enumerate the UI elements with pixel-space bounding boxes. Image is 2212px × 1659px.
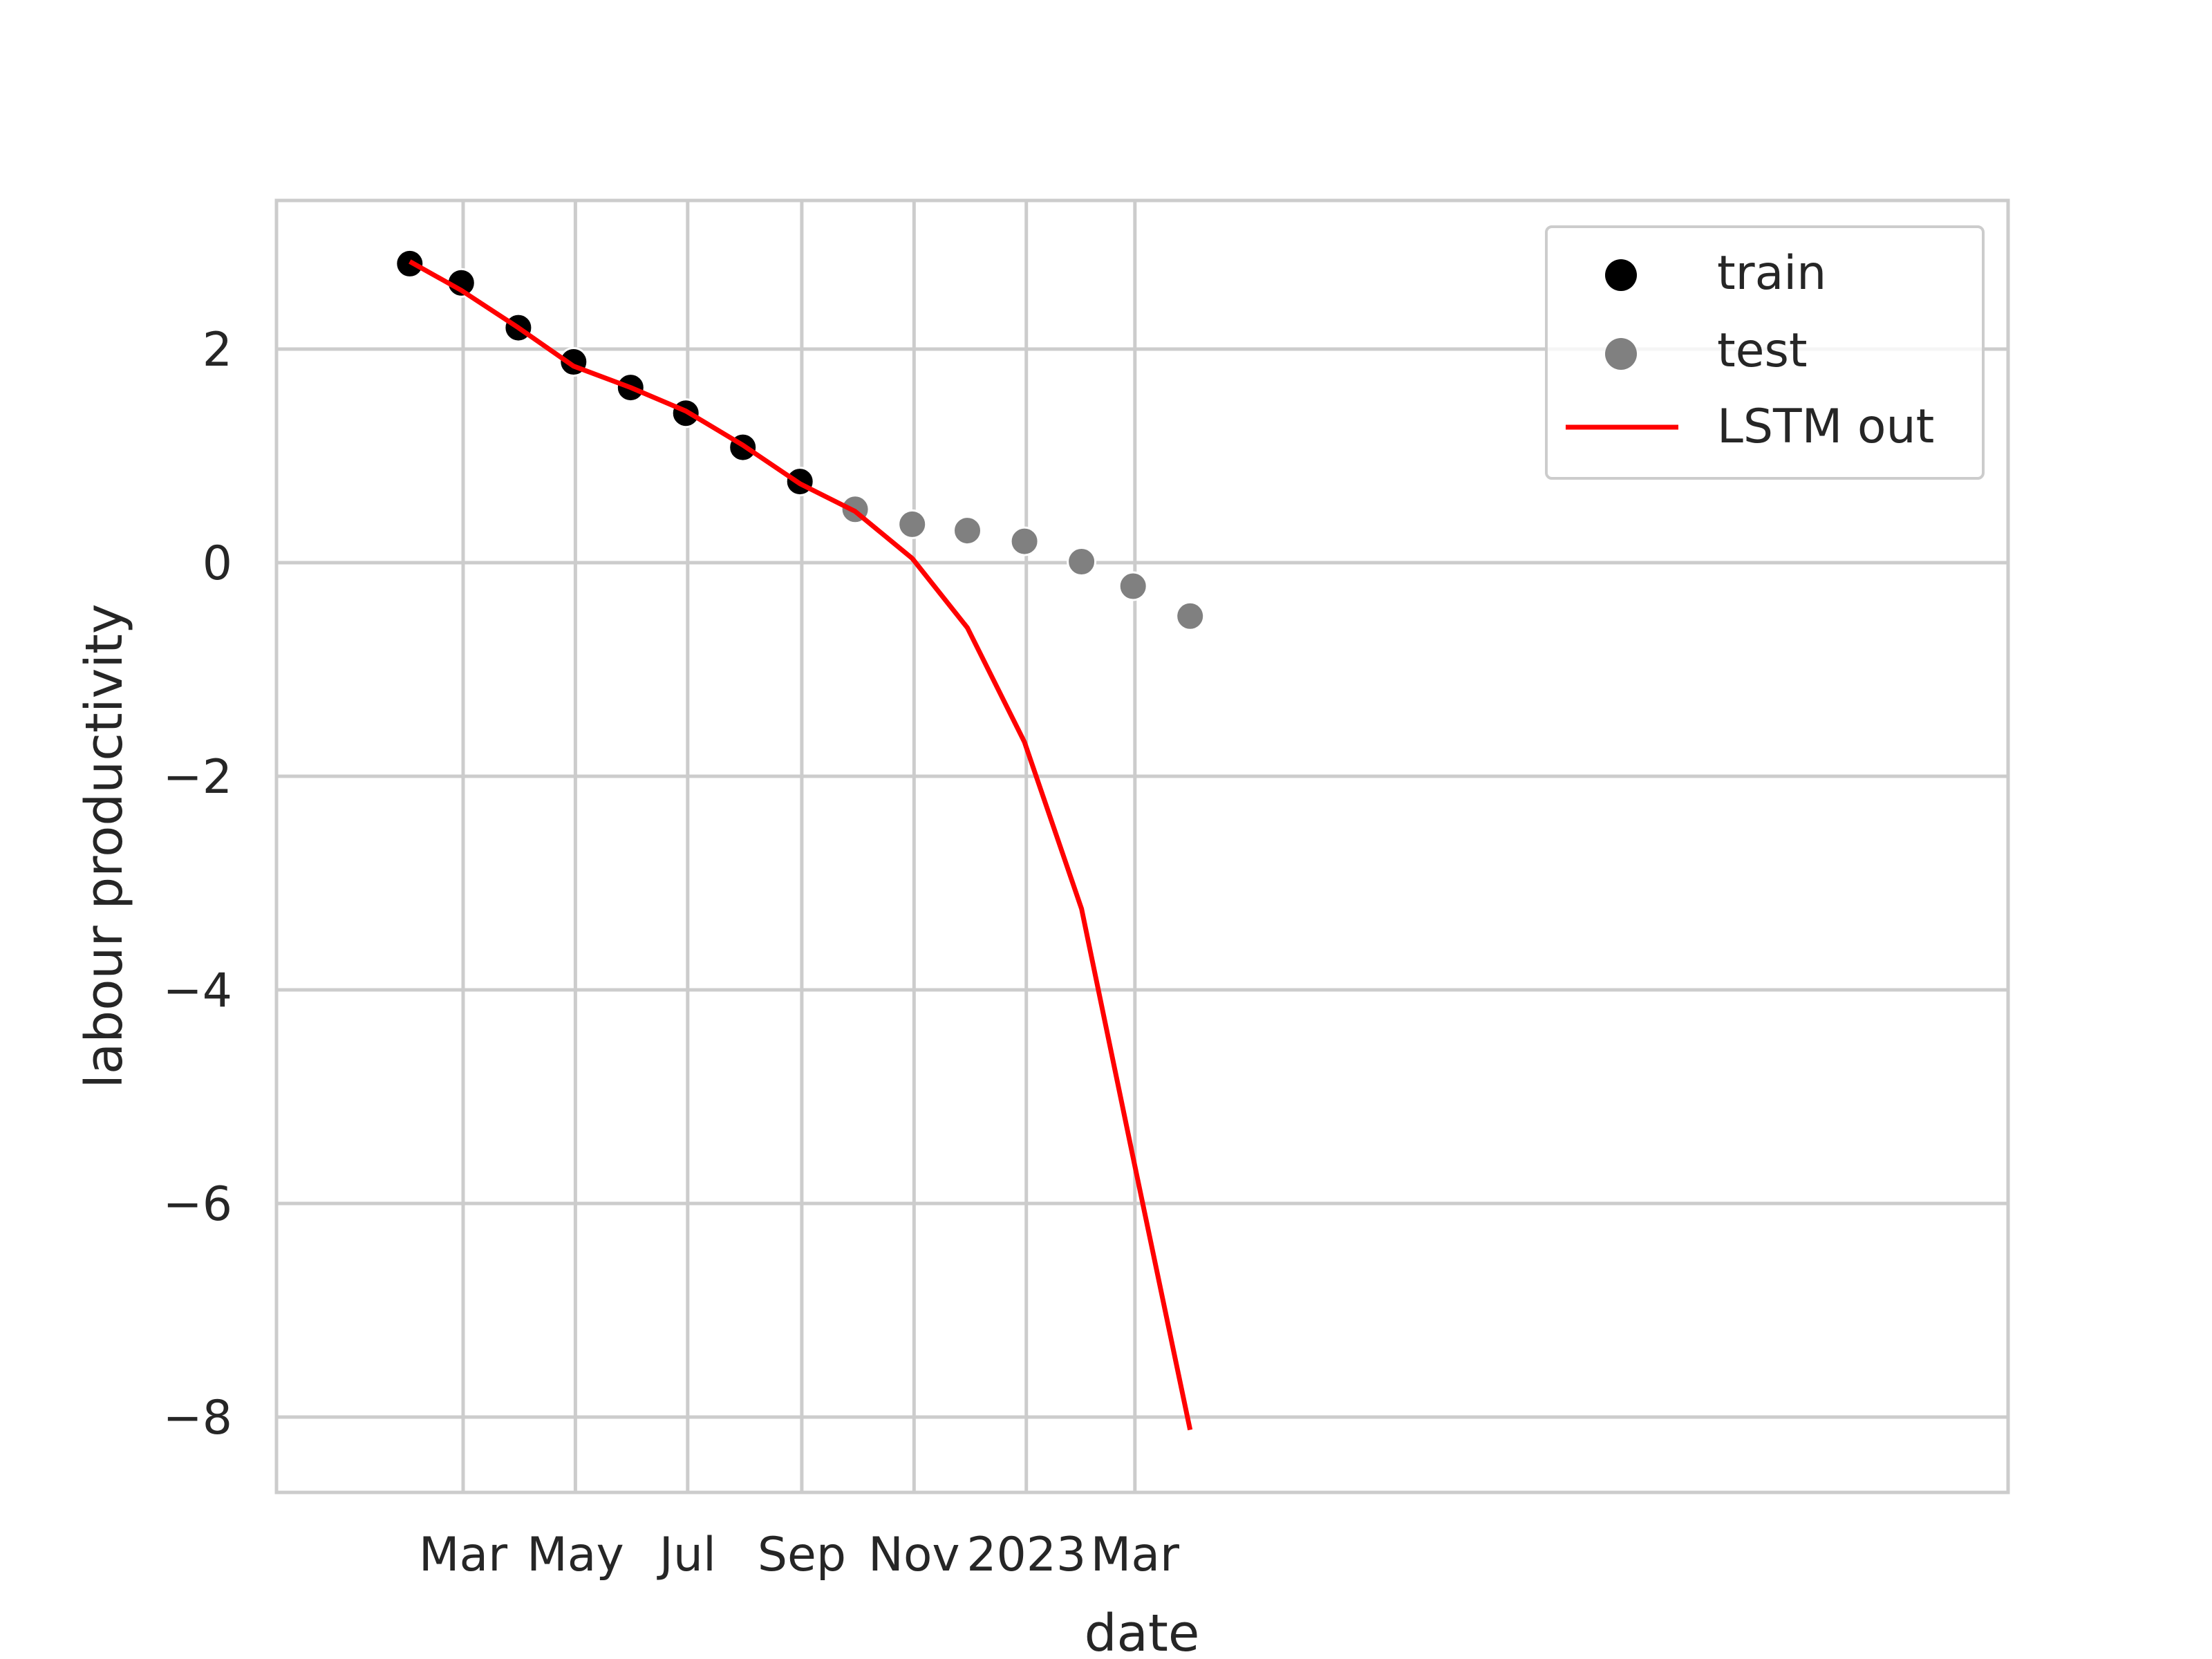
legend: train test LSTM out <box>1545 225 1985 480</box>
legend-marker-train <box>1605 259 1637 291</box>
legend-marker-test <box>1605 338 1637 370</box>
x-tick-labels: Mar May Jul Sep Nov 2023 Mar <box>419 1528 1179 1582</box>
x-tick-label: Mar <box>1091 1528 1179 1582</box>
test-point <box>1067 547 1097 577</box>
legend-label-train: train <box>1717 246 1826 301</box>
test-point <box>1118 571 1148 601</box>
y-tick-label: −4 <box>163 964 232 1018</box>
y-tick-labels: 2 0 −2 −4 −6 −8 <box>163 323 232 1445</box>
y-tick-label: −8 <box>163 1391 232 1445</box>
y-tick-label: 0 <box>203 536 232 591</box>
test-point <box>1009 526 1040 556</box>
x-tick-label: Jul <box>657 1528 716 1582</box>
y-axis-title: labour productivity <box>75 603 134 1088</box>
y-tick-label: −2 <box>163 750 232 805</box>
x-tick-label: 2023 <box>966 1528 1086 1582</box>
x-tick-label: May <box>527 1528 624 1582</box>
x-tick-label: Mar <box>419 1528 507 1582</box>
test-point <box>953 516 982 546</box>
x-tick-label: Nov <box>868 1528 960 1582</box>
y-tick-label: −6 <box>163 1177 232 1232</box>
series-layer <box>395 248 1206 1431</box>
legend-label-test: test <box>1717 324 1808 378</box>
legend-box <box>1545 225 1985 480</box>
plot-frame <box>274 198 2010 1494</box>
x-tick-label: Sep <box>758 1528 846 1582</box>
lstm-out-line <box>409 259 1193 1431</box>
test-point <box>897 509 928 539</box>
legend-label-lstm: LSTM out <box>1717 400 1934 454</box>
test-point <box>1175 601 1206 631</box>
x-axis-title: date <box>1085 1604 1200 1659</box>
y-tick-label: 2 <box>203 323 232 377</box>
